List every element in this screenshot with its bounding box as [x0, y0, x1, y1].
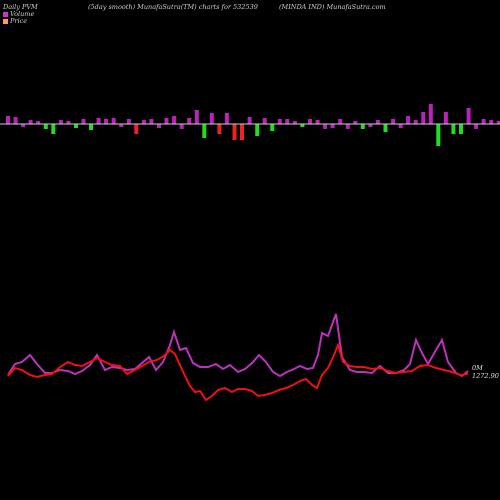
volume-line — [7, 313, 469, 378]
volume-bar — [292, 121, 297, 124]
legend-volume-swatch — [3, 11, 8, 17]
volume-bar — [202, 124, 207, 138]
volume-bar — [58, 120, 63, 124]
volume-bar — [111, 118, 116, 124]
volume-bar — [383, 124, 388, 132]
volume-bar — [43, 124, 48, 129]
volume-bar — [224, 113, 229, 124]
volume-bar — [323, 124, 328, 129]
volume-bar — [21, 124, 26, 127]
volume-bar — [194, 110, 199, 124]
volume-bar — [232, 124, 237, 140]
volume-bar — [406, 116, 411, 124]
volume-bar — [413, 120, 418, 124]
header-middle: (5day smooth) MunafaSutra(TM) charts for… — [88, 3, 258, 11]
header-right: (MINDA IND) MunafaSutra.com — [279, 3, 386, 11]
volume-bar — [315, 120, 320, 124]
volume-bar — [240, 124, 244, 140]
volume-bar — [66, 121, 71, 124]
volume-bar — [217, 124, 222, 134]
volume-bar — [96, 118, 101, 124]
volume-bar — [157, 124, 161, 128]
legend-price: Price — [3, 17, 27, 25]
volume-bar — [466, 108, 471, 124]
volume-bar — [459, 124, 463, 134]
volume-bar — [368, 124, 373, 127]
volume-bars — [6, 104, 500, 146]
volume-bar — [353, 121, 358, 124]
volume-bar — [104, 119, 109, 124]
volume-bar — [481, 119, 486, 124]
volume-bar — [443, 112, 448, 124]
volume-bar — [277, 119, 282, 124]
last-value-label: 0M 1272.90 — [472, 364, 499, 380]
volume-bar — [149, 119, 154, 124]
volume-bar — [172, 116, 177, 124]
volume-bar — [28, 120, 33, 124]
legend-price-label: Price — [10, 17, 28, 25]
header-left: Daily PVM — [3, 3, 38, 11]
volume-bar — [428, 104, 433, 124]
volume-bar — [474, 124, 479, 129]
volume-bar — [6, 116, 10, 124]
volume-bar — [436, 124, 441, 146]
volume-bar — [398, 124, 403, 128]
volume-bar — [360, 124, 365, 129]
volume-bar — [119, 124, 124, 127]
volume-bar — [375, 120, 380, 124]
volume-bar — [13, 117, 18, 124]
volume-bar — [489, 120, 494, 124]
volume-bar — [255, 124, 260, 136]
volume-bar — [262, 118, 267, 124]
volume-bar — [330, 124, 335, 128]
volume-bar — [391, 119, 396, 124]
volume-bar — [36, 121, 41, 124]
volume-bar — [89, 124, 93, 130]
volume-bar — [141, 120, 146, 124]
volume-bar — [134, 124, 139, 134]
legend-volume: Volume — [3, 10, 34, 18]
legend-price-swatch — [3, 18, 8, 24]
volume-bar — [81, 119, 86, 124]
volume-bar — [421, 112, 426, 124]
volume-bar — [308, 119, 312, 124]
volume-bar — [179, 124, 184, 129]
volume-bar — [270, 124, 275, 131]
legend-volume-label: Volume — [10, 10, 35, 18]
volume-bar — [451, 124, 456, 134]
volume-bar — [285, 119, 290, 124]
volume-bar — [338, 119, 343, 124]
volume-bar — [51, 124, 56, 134]
volume-bar — [345, 124, 350, 129]
volume-bar — [247, 117, 252, 124]
volume-bar — [126, 119, 131, 124]
volume-bar — [496, 121, 500, 124]
price-line — [7, 341, 469, 402]
volume-bar — [187, 118, 192, 124]
volume-bar — [74, 124, 78, 128]
volume-bar — [209, 113, 214, 124]
volume-bar — [300, 124, 305, 127]
volume-bar — [164, 118, 169, 124]
